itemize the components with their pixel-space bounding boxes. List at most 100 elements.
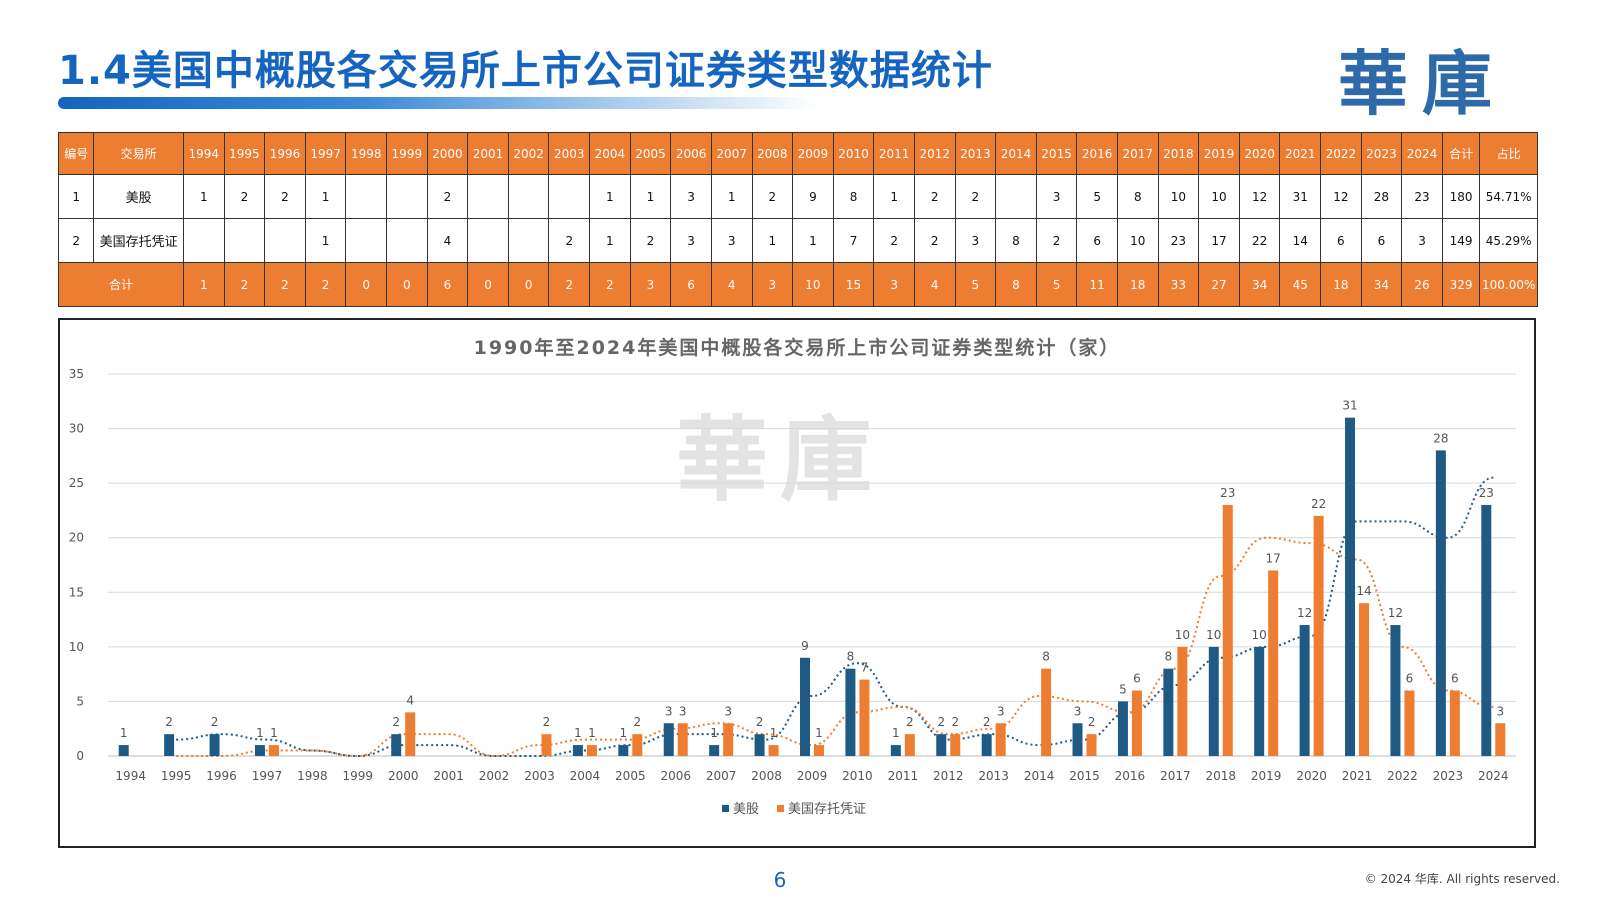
table-header-cell: 2013 <box>954 132 997 175</box>
bar-us-stock <box>709 745 720 756</box>
data-label: 5 <box>1119 682 1127 696</box>
bar-us-stock <box>1163 668 1174 756</box>
table-cell: 2 <box>751 174 794 219</box>
table-cell <box>386 218 428 263</box>
table-header-cell: 交易所 <box>93 132 184 175</box>
table-cell: 美股 <box>93 174 184 219</box>
data-label: 2 <box>634 715 642 729</box>
bar-adr <box>677 723 688 756</box>
x-tick-label: 2014 <box>1024 769 1055 783</box>
data-label: 2 <box>756 715 764 729</box>
page-number: 6 <box>773 868 787 892</box>
data-label: 2 <box>165 715 173 729</box>
data-label: 2 <box>937 715 945 729</box>
copyright-notice: © 2024 华库. All rights reserved. <box>1364 872 1560 886</box>
bar-us-stock <box>1117 701 1128 756</box>
table-header-cell: 2022 <box>1320 132 1362 175</box>
data-label: 2 <box>983 715 991 729</box>
table-row: 2 美国存托凭证 1 4 2 1 2 3 3 1 1 7 2 2 3 8 2 6 10 23 17 22 14 6 6 3 149 4… <box>57 218 1538 263</box>
bar-us-stock <box>618 745 629 756</box>
table-cell: 8 <box>995 218 1037 263</box>
table-total-cell: 11 <box>1076 262 1118 307</box>
bar-us-stock <box>1435 450 1446 756</box>
x-tick-label: 2005 <box>615 769 646 783</box>
data-label: 6 <box>1406 672 1414 686</box>
table-cell: 8 <box>832 174 875 219</box>
x-tick-label: 2012 <box>933 769 964 783</box>
data-label: 2 <box>951 715 959 729</box>
x-tick-label: 2004 <box>570 769 601 783</box>
bar-us-stock <box>1481 504 1492 756</box>
bar-us-stock <box>845 668 856 756</box>
table-cell <box>995 174 1037 219</box>
table-cell <box>507 218 550 263</box>
x-tick-label: 2020 <box>1296 769 1327 783</box>
table-header-cell: 2021 <box>1279 132 1322 175</box>
data-label: 3 <box>724 704 732 718</box>
table-cell: 2 <box>223 174 266 219</box>
table-cell: 1 <box>57 174 95 219</box>
table-total-cell: 2 <box>548 262 591 307</box>
table-cell: 2 <box>629 218 672 263</box>
table-cell: 1 <box>873 174 915 219</box>
table-cell: 9 <box>792 174 834 219</box>
bar-chart: 華庫 1990年至2024年美国中概股各交易所上市公司证券类型统计（家） 0 5 10 1… <box>69 336 1516 817</box>
data-label: 2 <box>211 715 219 729</box>
table-header-cell: 2003 <box>548 132 591 175</box>
table-total-cell: 329 <box>1441 262 1481 307</box>
bar-adr <box>1131 690 1142 756</box>
table-cell: 54.71% <box>1479 174 1538 219</box>
table-header-cell: 2018 <box>1157 132 1200 175</box>
x-tick-label: 1997 <box>252 769 283 783</box>
table-total-cell: 18 <box>1320 262 1362 307</box>
table-header-cell: 2004 <box>589 132 631 175</box>
table-cell: 4 <box>426 218 469 263</box>
data-label: 1 <box>256 726 264 740</box>
data-label: 28 <box>1433 431 1448 445</box>
table-total-cell: 5 <box>954 262 997 307</box>
table-header-cell: 2017 <box>1116 132 1159 175</box>
data-label: 1 <box>270 726 278 740</box>
table-header-cell: 编号 <box>57 132 95 175</box>
table-total-cell: 2 <box>304 262 347 307</box>
table-total-cell: 27 <box>1198 262 1240 307</box>
table-cell: 3 <box>1401 218 1443 263</box>
table-header-cell: 2006 <box>670 132 712 175</box>
data-label: 2 <box>543 715 551 729</box>
table-total-cell: 0 <box>507 262 550 307</box>
data-label: 3 <box>1074 704 1082 718</box>
data-label: 6 <box>1133 672 1141 686</box>
bar-adr <box>859 679 870 756</box>
legend-swatch <box>722 805 729 812</box>
table-header-cell: 2019 <box>1198 132 1240 175</box>
data-label: 3 <box>997 704 1005 718</box>
table-total-cell: 5 <box>1035 262 1078 307</box>
table-cell: 10 <box>1116 218 1159 263</box>
bar-adr <box>1086 734 1097 756</box>
table-header-cell: 2012 <box>913 132 956 175</box>
table-cell: 1 <box>629 174 672 219</box>
x-tick-label: 2003 <box>524 769 555 783</box>
table-total-cell: 4 <box>913 262 956 307</box>
watermark-logo: 華庫 <box>676 406 884 514</box>
x-tick-label: 2013 <box>978 769 1009 783</box>
legend-swatch <box>777 805 784 812</box>
bar-us-stock <box>1254 646 1265 756</box>
brand-logo: 華庫 <box>1338 42 1506 125</box>
bar-us-stock <box>254 745 265 756</box>
table-header-row: 编号 交易所 1994 1995 1996 1997 1998 1999 2000 2001 200… <box>57 132 1538 175</box>
data-label: 6 <box>1451 672 1459 686</box>
table-header-cell: 合计 <box>1441 132 1481 175</box>
data-label: 3 <box>665 704 673 718</box>
data-label: 23 <box>1220 486 1235 500</box>
data-label: 1 <box>770 726 778 740</box>
bar-us-stock <box>754 734 765 756</box>
x-tick-label: 1999 <box>343 769 374 783</box>
table-cell: 3 <box>1035 174 1078 219</box>
data-label: 17 <box>1266 551 1281 565</box>
bar-us-stock <box>1072 723 1083 756</box>
x-tick-label: 2008 <box>751 769 782 783</box>
data-label: 3 <box>1496 704 1504 718</box>
bar-us-stock <box>118 745 129 756</box>
data-label: 2 <box>392 715 400 729</box>
